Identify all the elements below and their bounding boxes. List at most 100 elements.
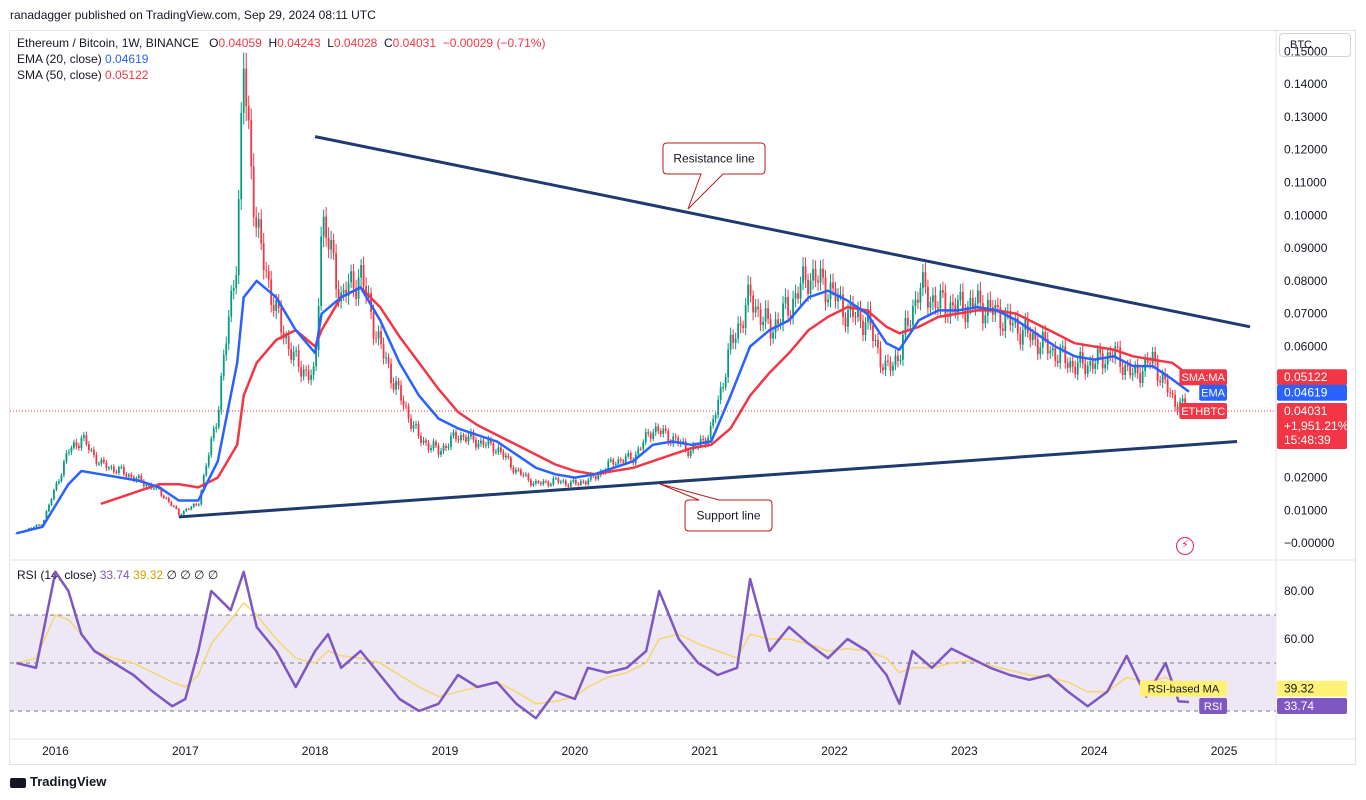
candle-body [1131, 373, 1134, 376]
candle-body [904, 317, 907, 335]
candle-body [125, 474, 128, 477]
candle-body [1139, 373, 1142, 383]
candle-body [485, 445, 487, 447]
candle-body [971, 298, 974, 308]
price-tick-label: 0.01000 [1284, 503, 1328, 517]
candle-body [809, 280, 812, 294]
price-tick-label: 0.10000 [1284, 208, 1328, 222]
candle-body [824, 277, 827, 303]
candle-body [1166, 379, 1169, 393]
candle-body [709, 425, 712, 438]
candle-body [687, 449, 690, 456]
candle-body [130, 474, 133, 478]
candle-body [182, 510, 185, 515]
candle-body [854, 316, 857, 318]
candle-body [512, 467, 515, 473]
candle-body [917, 299, 919, 303]
support-trendline [178, 440, 1238, 519]
candle-body [1146, 358, 1149, 363]
candle-body [197, 504, 200, 506]
ema-price-tag-name: EMA [1201, 388, 1226, 400]
candle-body [644, 432, 647, 443]
candle-body [245, 68, 248, 107]
candle-body [544, 481, 547, 483]
high-value: 0.04243 [277, 36, 321, 50]
candle-body [205, 465, 208, 476]
candle-body [909, 325, 912, 327]
candle-body [619, 459, 622, 461]
candle-body [440, 451, 442, 455]
currency-unit-button[interactable]: BTC [1279, 33, 1351, 57]
candle-body [1136, 364, 1139, 374]
candle-body [38, 524, 40, 526]
price-tick-label: 0.08000 [1284, 274, 1328, 288]
candle-body [290, 349, 293, 360]
candle-body [1161, 373, 1164, 383]
candle-body [1041, 331, 1044, 348]
candle-body [689, 450, 692, 456]
candle-body [1016, 318, 1019, 334]
time-tick-label: 2016 [42, 744, 69, 758]
candle-body [495, 451, 497, 453]
candle-body [694, 444, 697, 447]
candle-body [1086, 365, 1089, 374]
candle-body [1076, 362, 1079, 375]
candle-body [527, 474, 530, 480]
candle-body [472, 431, 475, 440]
candle-body [532, 483, 535, 486]
rsi-ma-tag: RSI-based MA 39.32 [1139, 680, 1347, 697]
candle-body [447, 446, 450, 448]
candle-body [1109, 352, 1112, 356]
candle-body [445, 445, 447, 448]
close-value: 0.04031 [392, 36, 437, 50]
candle-body [1056, 360, 1059, 363]
candle-body [465, 436, 467, 442]
candle-body [58, 481, 60, 483]
tradingview-logo[interactable]: TradingView [10, 774, 106, 789]
candle-body [1039, 347, 1042, 355]
candle-body [892, 365, 894, 371]
lightning-icon[interactable]: ⚡ [1176, 537, 1194, 555]
candle-body [767, 308, 770, 320]
ema-price-tag-value-box [1277, 384, 1347, 401]
candle-body [582, 481, 585, 483]
open-value: 0.04059 [218, 36, 262, 50]
candles-layer [15, 52, 1189, 535]
rsi-tick-label: 60.00 [1284, 632, 1314, 646]
candle-body [257, 219, 260, 228]
candle-body [872, 325, 874, 341]
candle-body [83, 435, 85, 438]
close-label: C [383, 36, 393, 50]
candle-body [572, 479, 575, 482]
ema-price-tag: EMA 0.04619 [1199, 384, 1347, 401]
candle-body [912, 306, 914, 326]
candle-body [380, 331, 382, 345]
candle-body [1101, 353, 1104, 369]
candle-body [981, 303, 984, 324]
candle-body [567, 484, 570, 487]
candle-body [784, 297, 787, 304]
candle-body [165, 497, 168, 499]
candle-body [1156, 361, 1159, 381]
candle-body [53, 489, 55, 500]
candle-body [1091, 361, 1094, 369]
rsi-ma-tag-name: RSI-based MA [1148, 684, 1220, 696]
candle-body [240, 112, 243, 200]
candle-body [852, 303, 854, 317]
sma50-line [100, 286, 1190, 505]
candle-body [142, 481, 145, 487]
candle-body [232, 288, 235, 291]
candle-body [889, 361, 892, 371]
candle-body [265, 269, 268, 272]
rsi-ma-tag-value: 39.32 [1284, 682, 1314, 696]
sma-legend-value: 0.05122 [105, 68, 149, 82]
candle-body [966, 306, 969, 323]
candle-body [752, 295, 755, 313]
candle-body [951, 302, 954, 306]
ma-series-layer [16, 279, 1190, 535]
price-tick-label: 0.15000 [1284, 44, 1328, 58]
candle-body [664, 428, 667, 431]
sma-price-tag-value-box [1277, 369, 1347, 386]
candle-body [275, 300, 278, 311]
